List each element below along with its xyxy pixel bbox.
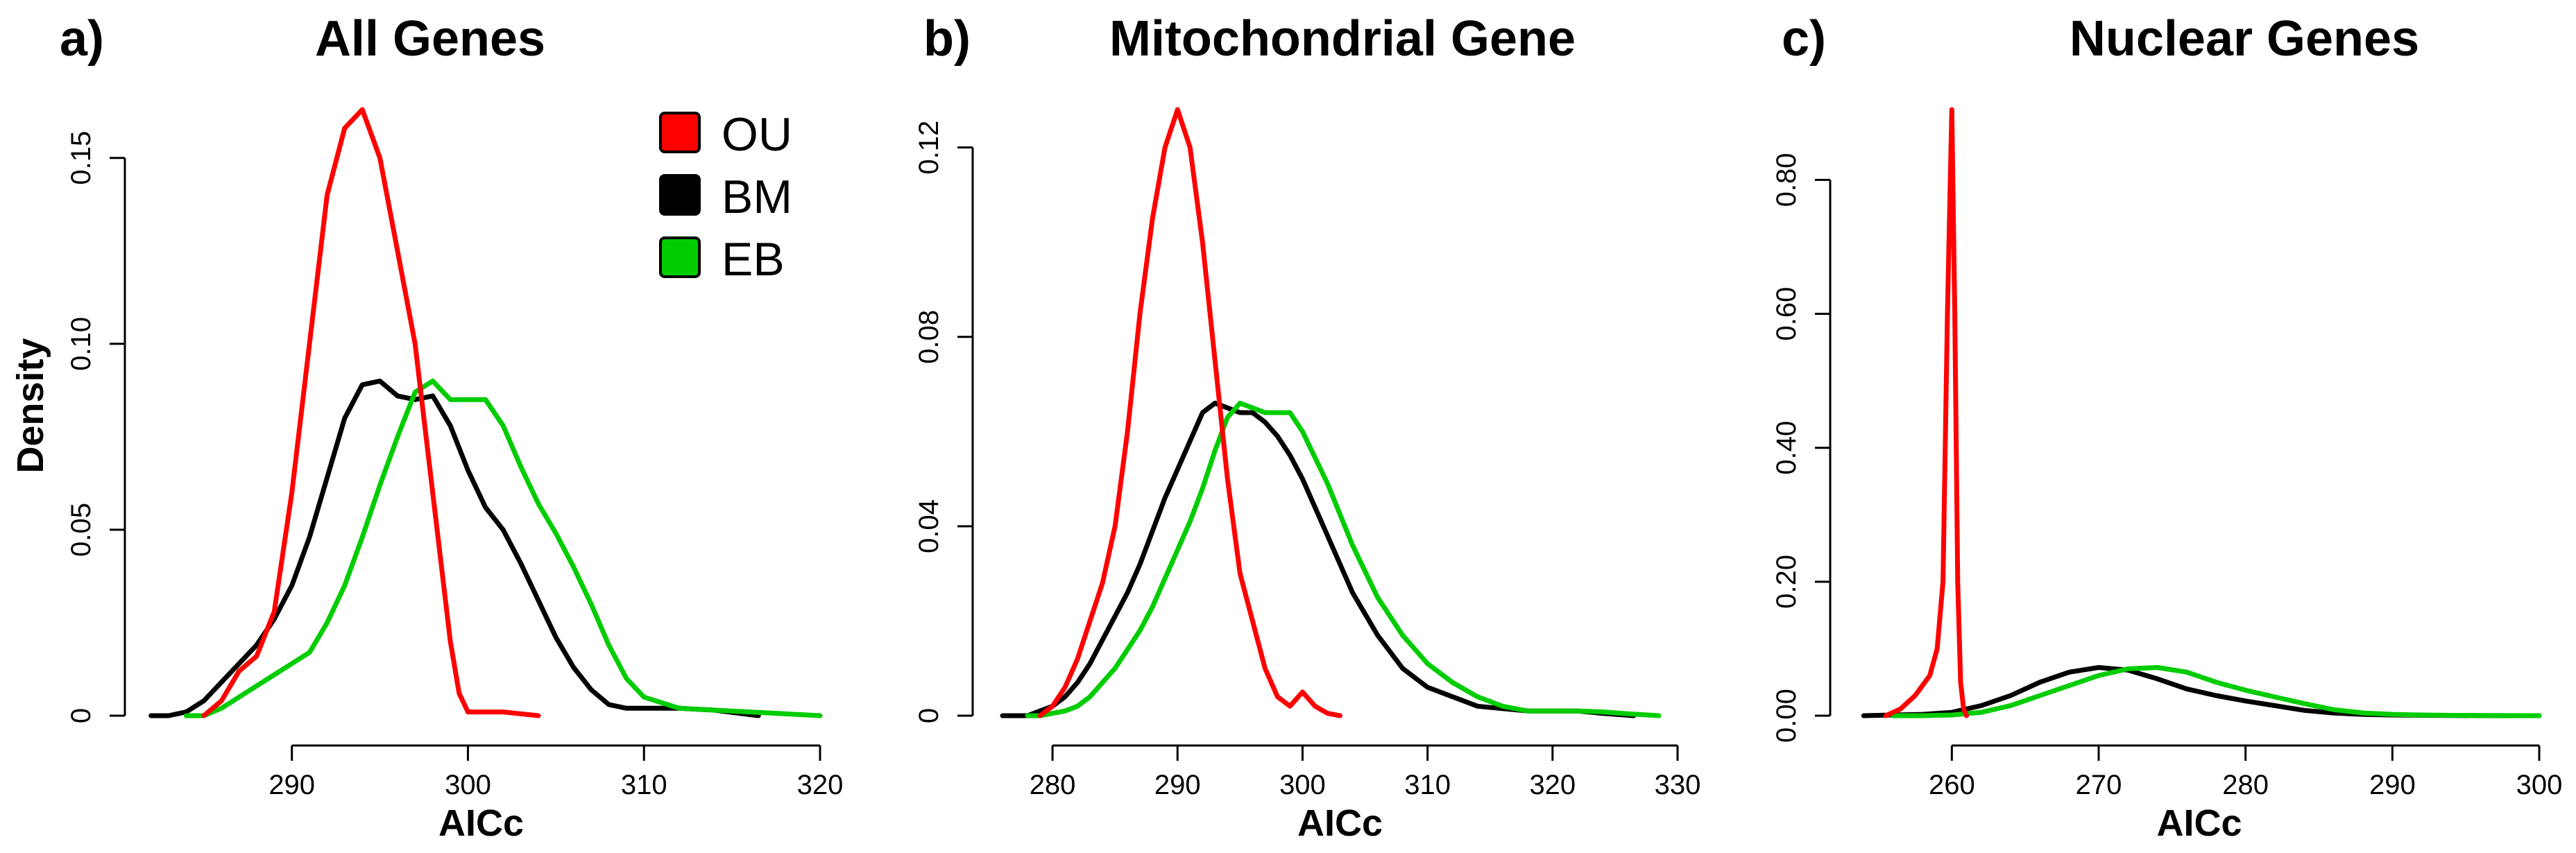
y-tick-label: 0.08 (914, 310, 944, 364)
y-tick-label: 0.05 (66, 503, 96, 557)
y-tick-label: 0.80 (1771, 153, 1802, 207)
series-line-ou (201, 107, 541, 718)
panel-label-nuclear-genes: c) (1782, 11, 1826, 67)
legend-label-eb: EB (722, 233, 785, 286)
series-line-eb (183, 378, 823, 718)
panel-title-mitochondrial-gene: Mitochondrial Gene (1109, 11, 1576, 67)
x-tick-label: 330 (1655, 770, 1701, 800)
x-axis-label: AICc (1297, 802, 1383, 844)
x-tick-label: 270 (2076, 770, 2122, 800)
y-tick-label: 0.00 (1771, 689, 1802, 743)
x-tick-label: 280 (1030, 770, 1076, 800)
y-tick-label: 0.60 (1771, 287, 1802, 341)
y-tick-label: 0.04 (914, 499, 944, 553)
x-tick-label: 290 (2369, 770, 2416, 800)
panel-label-all-genes: a) (60, 11, 104, 67)
y-tick-label: 0.10 (66, 317, 96, 371)
x-tick-label: 320 (797, 770, 844, 800)
panel-mitochondrial-gene: b) Mitochondrial Gene 0 0.04 0.08 0.12 280 290 3… (914, 11, 1700, 844)
x-tick-label: 310 (1404, 770, 1451, 800)
panel-title-all-genes: All Genes (315, 11, 545, 67)
series-line-bm (1000, 400, 1637, 718)
y-tick-label: 0.20 (1771, 555, 1802, 609)
x-tick-label: 260 (1929, 770, 1975, 800)
y-tick-label: 0.12 (914, 121, 944, 175)
panel-all-genes: a) All Genes 0 0.05 0.10 0.15 290 300 310 320 AICc (60, 11, 843, 844)
panel-nuclear-genes: c) Nuclear Genes 0.00 0.20 0.40 0.60 0.80 260 27… (1771, 11, 2562, 844)
legend-swatch-ou (659, 112, 701, 153)
x-tick-label: 290 (268, 770, 315, 800)
y-axis-label: Density (10, 338, 51, 473)
y-tick-label: 0 (66, 708, 96, 723)
legend: OU BM EB (659, 108, 792, 286)
series-line-ou (1883, 107, 1969, 718)
legend-swatch-eb (659, 236, 701, 278)
x-tick-label: 300 (1279, 770, 1326, 800)
y-tick-label: 0.40 (1771, 421, 1802, 475)
x-tick-label: 300 (2516, 770, 2563, 800)
y-tick-label: 0 (914, 708, 944, 723)
legend-label-ou: OU (722, 108, 792, 161)
panel-label-mitochondrial-gene: b) (923, 11, 971, 67)
series-line-ou (1037, 107, 1342, 718)
panel-title-nuclear-genes: Nuclear Genes (2070, 11, 2419, 67)
legend-swatch-bm (659, 174, 701, 216)
legend-label-bm: BM (722, 171, 792, 223)
series-line-eb (1025, 400, 1662, 718)
x-tick-label: 310 (621, 770, 667, 800)
x-tick-label: 300 (445, 770, 491, 800)
x-axis-label: AICc (2156, 802, 2242, 844)
x-tick-label: 320 (1529, 770, 1576, 800)
x-tick-label: 290 (1154, 770, 1201, 800)
x-axis-label: AICc (438, 802, 524, 844)
x-tick-label: 280 (2222, 770, 2269, 800)
series-line-eb (1891, 665, 2542, 718)
y-tick-label: 0.15 (66, 131, 96, 185)
